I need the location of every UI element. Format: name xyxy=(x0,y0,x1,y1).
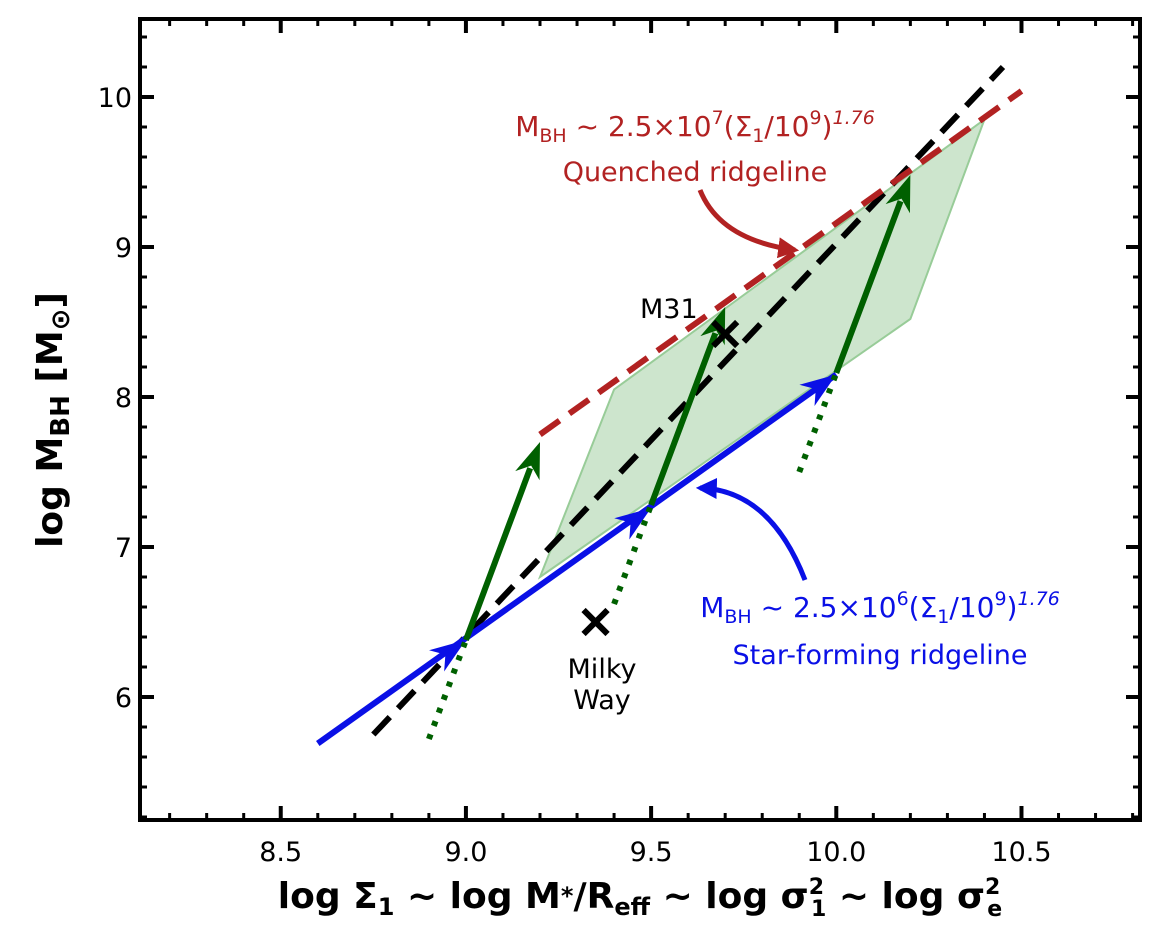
point-m31 xyxy=(711,319,740,349)
evolution-arrowhead-2 xyxy=(700,307,726,346)
star-forming-annotation-arrow xyxy=(695,477,808,581)
star-forming-arrowhead-1 xyxy=(429,640,466,672)
y-tick-label: 8 xyxy=(115,383,132,414)
milky-way-label-line1: Milky xyxy=(568,654,637,685)
evolution-arrowhead-1 xyxy=(515,442,540,481)
x-axis-title: log Σ1 ~ log M*/Reff ~ log σ2 1 ~ log σ2 e xyxy=(278,875,1002,922)
series-line-star-forming-ridgeline xyxy=(316,372,839,746)
quenched-annotation-arrow xyxy=(697,189,800,259)
evolution-track-dotted-1 xyxy=(426,638,469,741)
star-forming-arrowhead-2 xyxy=(614,508,652,540)
x-tick-label: 10.5 xyxy=(991,837,1051,868)
milky-way-label-line2: Way xyxy=(573,685,631,716)
shaded-region xyxy=(537,116,987,580)
evolution-track-arrow-2 xyxy=(648,332,719,507)
x-tick-label: 9.0 xyxy=(444,837,487,868)
point-milky-way xyxy=(581,607,610,637)
y-tick-label: 6 xyxy=(115,683,132,714)
m31-label: M31 xyxy=(640,294,698,325)
quenched-ridgeline-label: Quenched ridgeline xyxy=(563,157,828,188)
shaded-region-layer xyxy=(537,116,987,580)
series-line-quenched-ridgeline xyxy=(538,88,1024,437)
y-tick-label: 9 xyxy=(115,233,132,264)
star-forming-arrowhead-3 xyxy=(799,374,837,406)
y-axis-title: log MBH [M⊙] xyxy=(30,292,76,548)
evolution-arrowhead-3 xyxy=(885,175,911,214)
plot-frame xyxy=(138,17,1142,822)
star-forming-ridgeline-label: Star-forming ridgeline xyxy=(733,640,1028,671)
evolution-track-dotted-3 xyxy=(796,371,840,474)
evolution-track-dotted-2 xyxy=(611,503,654,606)
y-tick-label: 10 xyxy=(98,83,132,114)
ridgeline-layer xyxy=(316,64,1024,746)
quenched-formula: MBH ~ 2.5×107(Σ1/109)1.76 xyxy=(515,107,875,147)
x-tick-label: 8.5 xyxy=(259,837,302,868)
star-forming-formula: MBH ~ 2.5×106(Σ1/109)1.76 xyxy=(700,588,1060,628)
y-tick-label: 7 xyxy=(115,533,132,564)
x-tick-label: 10.0 xyxy=(806,837,866,868)
x-tick-label: 9.5 xyxy=(630,837,673,868)
point-layer xyxy=(581,319,740,637)
evolution-track-layer xyxy=(426,175,911,741)
evolution-track-arrow-1 xyxy=(463,467,533,642)
evolution-track-arrow-3 xyxy=(833,200,904,375)
